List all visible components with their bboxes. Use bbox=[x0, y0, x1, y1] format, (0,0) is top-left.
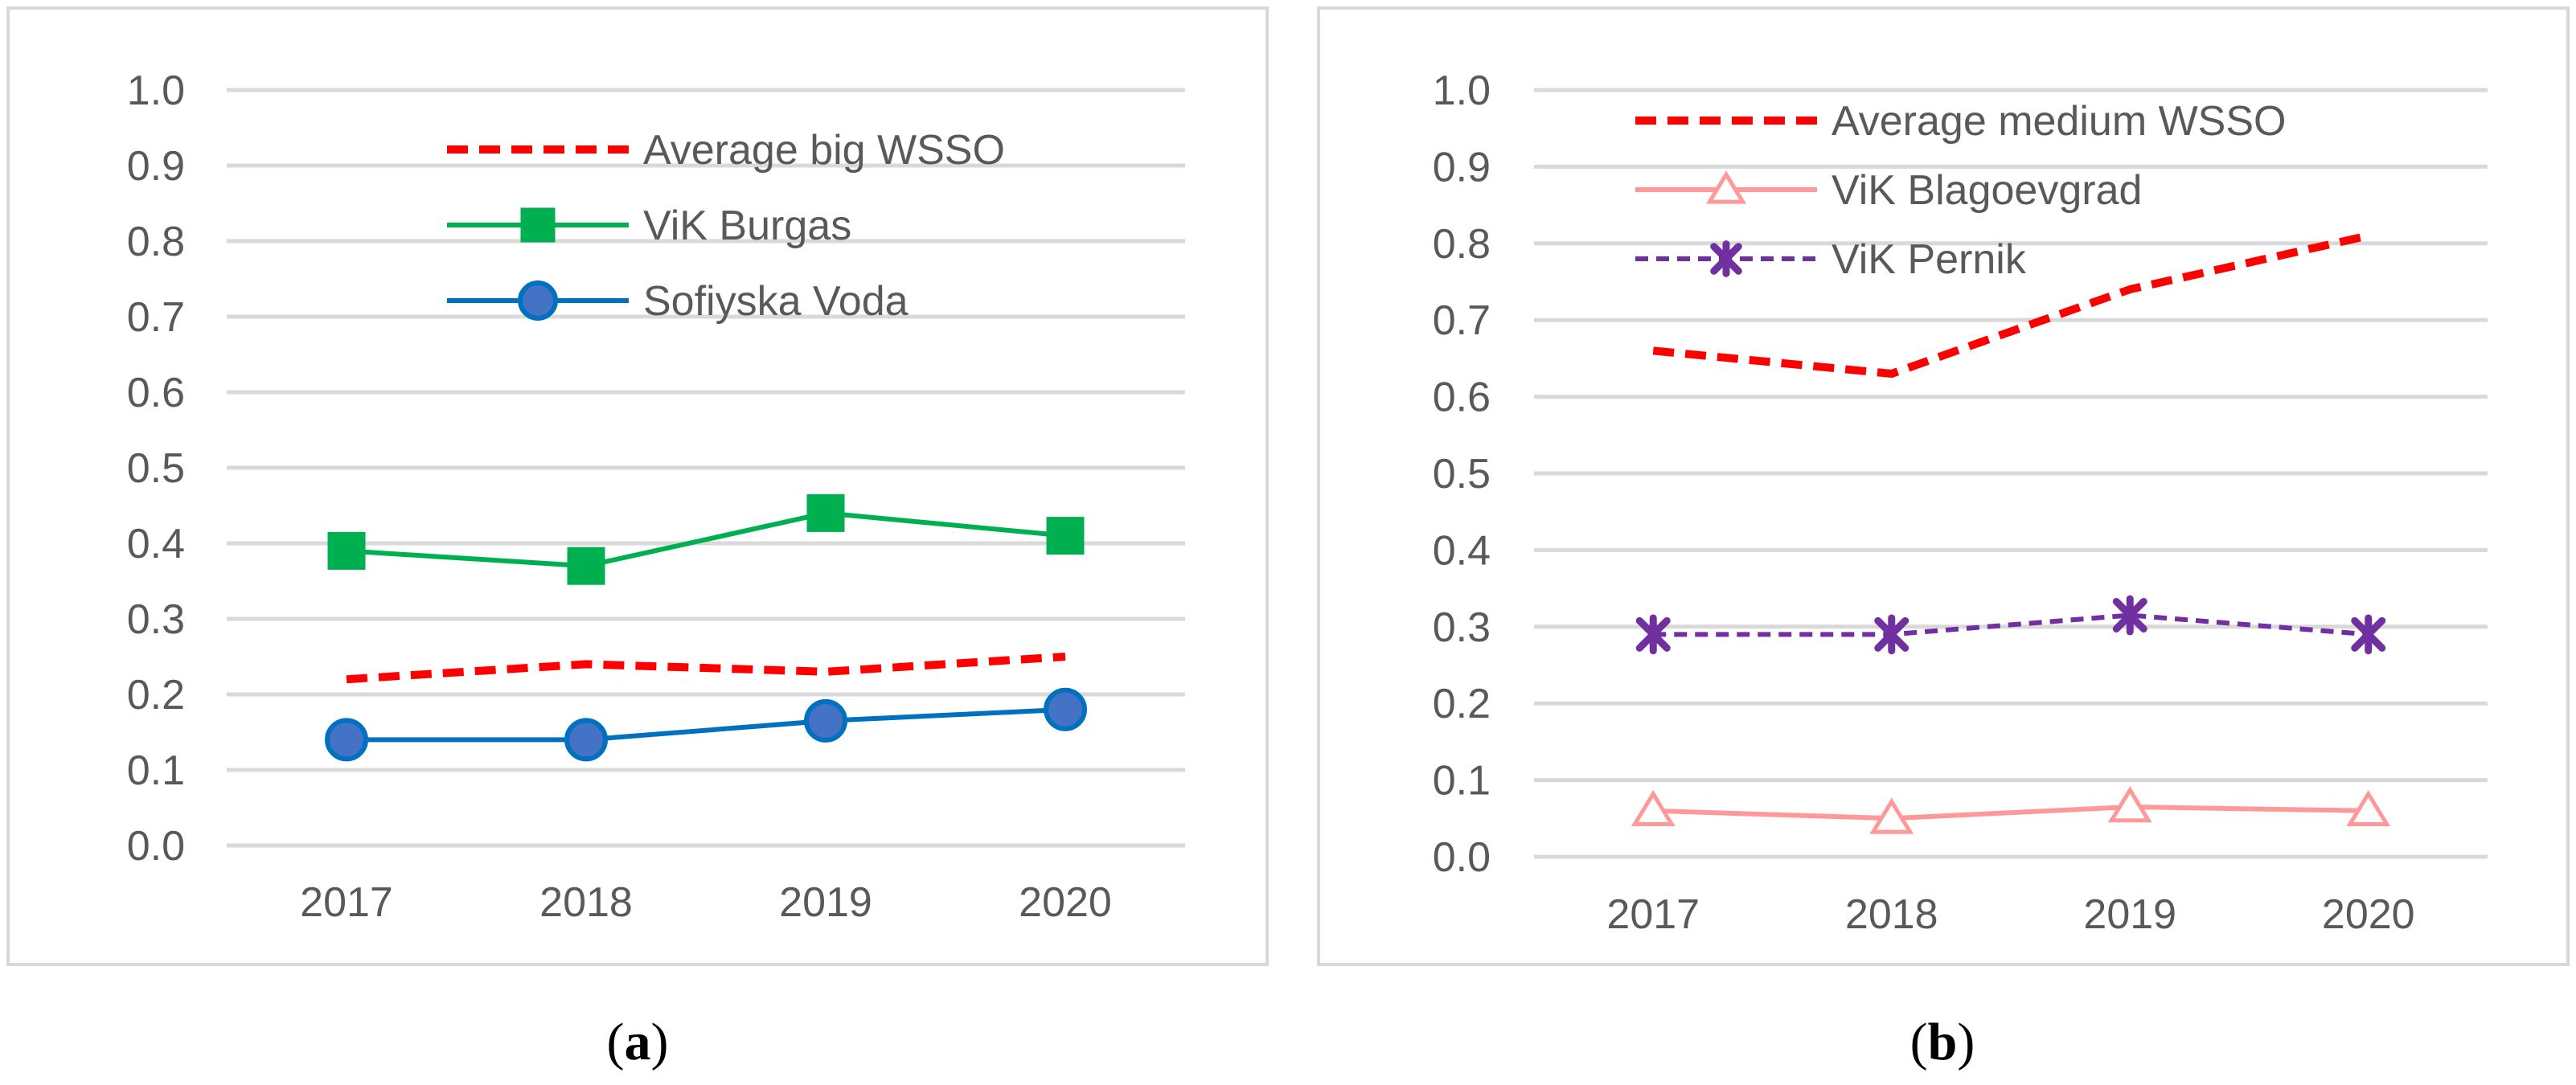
series-line-1 bbox=[1653, 804, 2369, 821]
series-1-point bbox=[806, 493, 845, 532]
series-2-point bbox=[804, 698, 847, 743]
chart-panel-b: 0.0 0.1 0.2 0.3 0.4 0.5 0.6 0.7 0.8 0.9 1.0 2017 201… bbox=[1317, 6, 2570, 1071]
series-2-point bbox=[564, 718, 608, 762]
x-tick-label: 2019 bbox=[2083, 891, 2176, 938]
x-tick-label: 2017 bbox=[1606, 891, 1700, 938]
y-tick-label: 0.5 bbox=[127, 445, 185, 492]
series-2-point bbox=[2112, 595, 2147, 636]
y-tick-label: 1.0 bbox=[127, 68, 185, 114]
series-2-point bbox=[2351, 614, 2386, 655]
legend-label-0: Average medium WSSO bbox=[1832, 98, 2286, 145]
panel-caption: (a) bbox=[607, 1013, 669, 1071]
x-tick-label: 2020 bbox=[1019, 879, 1112, 926]
series-line-2 bbox=[1653, 612, 2369, 637]
legend-marker-2 bbox=[1710, 240, 1742, 277]
chart-frame bbox=[6, 6, 1269, 966]
series-line-1 bbox=[346, 510, 1066, 569]
x-tick-label: 2018 bbox=[1845, 891, 1938, 938]
y-tick-label: 0.4 bbox=[1433, 527, 1491, 574]
series-1-point bbox=[1631, 789, 1676, 827]
series-1-point bbox=[2346, 789, 2391, 827]
series-1-point bbox=[2107, 786, 2152, 823]
panel-caption: (b) bbox=[1910, 1013, 1975, 1071]
series-line-0 bbox=[346, 653, 1066, 684]
x-tick-label: 2018 bbox=[539, 879, 633, 926]
legend-label-2: ViK Pernik bbox=[1832, 236, 2027, 283]
y-tick-label: 0.0 bbox=[1433, 834, 1491, 881]
series-2-point bbox=[1044, 687, 1087, 731]
y-tick-label: 0.7 bbox=[127, 294, 185, 341]
legend-marker-2 bbox=[518, 280, 558, 321]
series-1-point bbox=[1869, 797, 1914, 834]
y-tick-label: 1.0 bbox=[1433, 68, 1491, 114]
y-tick-label: 0.5 bbox=[1433, 451, 1491, 497]
y-tick-label: 0.6 bbox=[1433, 375, 1491, 421]
y-tick-label: 0.7 bbox=[1433, 297, 1491, 344]
y-tick-label: 0.3 bbox=[1433, 604, 1491, 651]
y-tick-label: 0.9 bbox=[127, 143, 185, 190]
series-1-point bbox=[567, 547, 605, 585]
y-tick-label: 0.3 bbox=[127, 596, 185, 643]
series-2-point bbox=[1874, 614, 1909, 655]
x-tick-label: 2020 bbox=[2322, 891, 2415, 938]
y-tick-label: 0.8 bbox=[127, 219, 185, 265]
x-tick-label: 2017 bbox=[300, 879, 393, 926]
legend-marker-1 bbox=[520, 207, 556, 243]
y-tick-label: 0.2 bbox=[127, 672, 185, 719]
y-tick-label: 0.4 bbox=[127, 521, 185, 567]
series-1-point bbox=[1046, 517, 1085, 555]
legend-label-0: Average big WSSO bbox=[643, 127, 1005, 174]
y-tick-label: 0.8 bbox=[1433, 221, 1491, 268]
series-line-0 bbox=[1652, 231, 2369, 378]
series-2-point bbox=[325, 718, 368, 762]
y-tick-label: 0.9 bbox=[1433, 144, 1491, 190]
y-tick-label: 0.1 bbox=[1433, 758, 1491, 805]
y-tick-label: 0.1 bbox=[127, 747, 185, 794]
x-tick-label: 2019 bbox=[779, 879, 872, 926]
y-tick-label: 0.2 bbox=[1433, 681, 1491, 727]
legend-label-2: Sofiyska Voda bbox=[643, 278, 909, 325]
series-2-point bbox=[1635, 614, 1671, 655]
legend-marker-1 bbox=[1705, 170, 1747, 204]
y-tick-label: 0.0 bbox=[127, 823, 185, 870]
y-tick-label: 0.6 bbox=[127, 370, 185, 416]
chart-panel-a: 0.0 0.1 0.2 0.3 0.4 0.5 0.6 0.7 0.8 0.9 1.0 2017 201… bbox=[6, 6, 1269, 1071]
legend-label-1: ViK Burgas bbox=[643, 203, 851, 249]
series-line-2 bbox=[347, 706, 1066, 743]
legend-label-1: ViK Blagoevgrad bbox=[1832, 167, 2142, 214]
series-1-point bbox=[327, 531, 366, 570]
